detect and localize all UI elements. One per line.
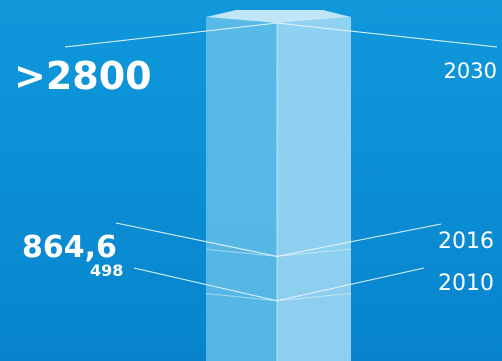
value-label: 498: [90, 261, 123, 280]
leader-lines: [64, 22, 498, 302]
value-leader-line: [115, 222, 278, 257]
value-label: 864,6: [22, 230, 117, 265]
value-leader-line: [133, 267, 278, 302]
category-label: 2016: [438, 229, 494, 254]
category-leader-line: [276, 22, 498, 48]
value-leader-line: [64, 22, 278, 48]
column-3d: [206, 10, 351, 361]
column-left-face: [206, 17, 277, 361]
category-label: 2030: [444, 59, 497, 83]
column-top-face: [206, 10, 351, 23]
category-leader-line: [276, 267, 425, 302]
column-right-face: [277, 17, 351, 361]
value-label: >2800: [14, 54, 152, 98]
category-leader-line: [276, 223, 442, 257]
category-label: 2010: [438, 271, 494, 296]
